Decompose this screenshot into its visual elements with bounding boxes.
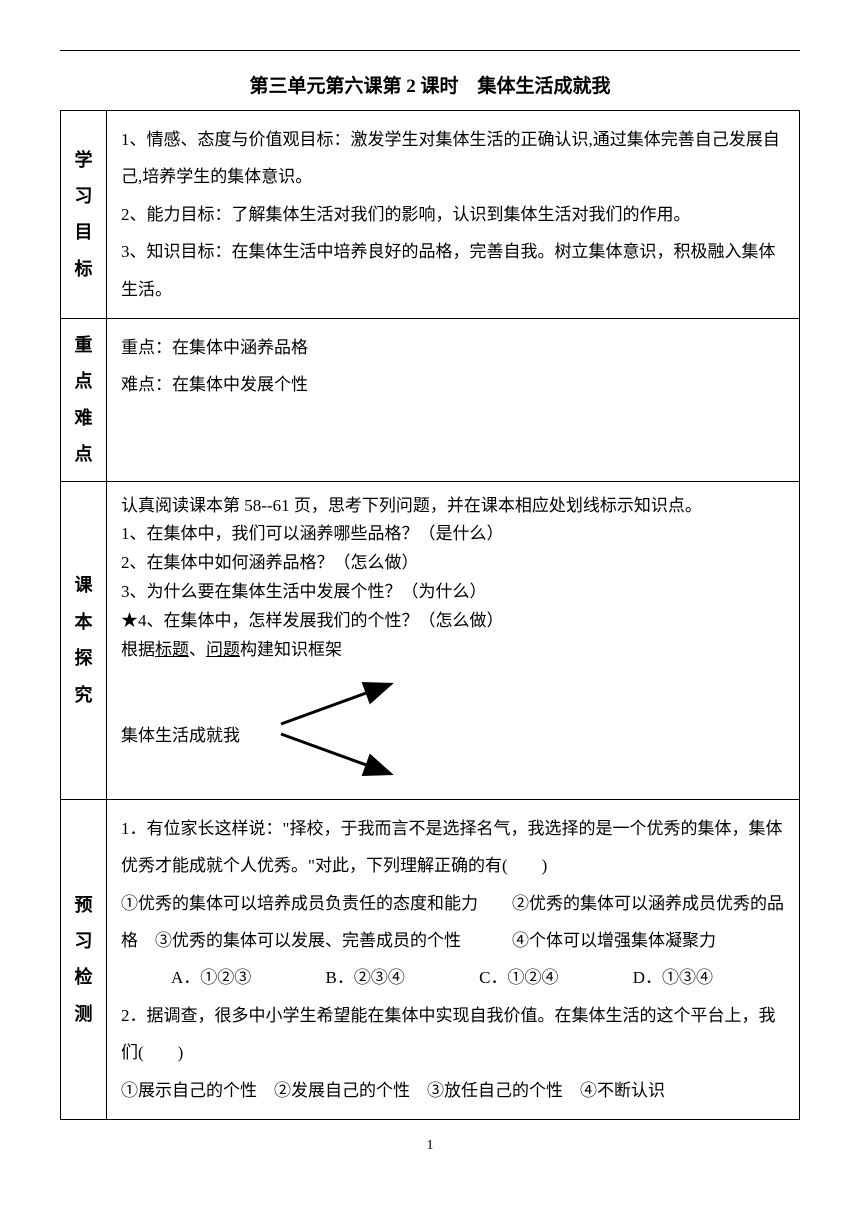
objective-1: 1、情感、态度与价值观目标：激发学生对集体生活的正确认识,通过集体完善自己发展自…	[121, 121, 785, 196]
inquiry-q1: 1、在集体中，我们可以涵养哪些品格？（是什么）	[121, 520, 785, 549]
arrow-down	[281, 734, 391, 774]
keypoint-zhong: 重点：在集体中涵养品格	[121, 329, 785, 366]
quiz-q1-options: A．①②③ B．②③④ C．①②④ D．①③④	[121, 959, 785, 996]
inquiry-q2: 2、在集体中如何涵养品格？（怎么做）	[121, 549, 785, 578]
objectives-label: 学 习 目 标	[65, 142, 102, 288]
objectives-content: 1、情感、态度与价值观目标：激发学生对集体生活的正确认识,通过集体完善自己发展自…	[107, 111, 800, 319]
inquiry-row: 课 本 探 究 认真阅读课本第 58--61 页，思考下列问题，并在课本相应处划…	[61, 481, 800, 799]
quiz-label-cell: 预 习 检 测	[61, 799, 107, 1119]
quiz-content: 1．有位家长这样说："择校，于我而言不是选择名气，我选择的是一个优秀的集体，集体…	[107, 799, 800, 1119]
quiz-row: 预 习 检 测 1．有位家长这样说："择校，于我而言不是选择名气，我选择的是一个…	[61, 799, 800, 1119]
diagram-arrows	[271, 674, 431, 784]
arrow-up	[281, 684, 391, 724]
inquiry-label: 课 本 探 究	[65, 567, 102, 713]
option-a: A．①②③	[171, 959, 251, 996]
inquiry-q4: ★4、在集体中，怎样发展我们的个性？（怎么做）	[121, 607, 785, 636]
inquiry-intro: 认真阅读课本第 58--61 页，思考下列问题，并在课本相应处划线标示知识点。	[121, 492, 785, 521]
objective-2: 2、能力目标：了解集体生活对我们的影响，认识到集体生活对我们的作用。	[121, 196, 785, 233]
quiz-q2-stem: 2．据调查，很多中小学生希望能在集体中实现自我价值。在集体生活的这个平台上，我们…	[121, 997, 785, 1072]
quiz-q2-statements: ①展示自己的个性 ②发展自己的个性 ③放任自己的个性 ④不断认识	[121, 1072, 785, 1109]
worksheet-table: 学 习 目 标 1、情感、态度与价值观目标：激发学生对集体生活的正确认识,通过集…	[60, 110, 800, 1120]
keypoints-label-cell: 重 点 难 点	[61, 318, 107, 481]
page-number: 1	[60, 1138, 800, 1154]
inquiry-frame: 根据标题、问题构建知识框架	[121, 636, 785, 665]
quiz-q1-stem: 1．有位家长这样说："择校，于我而言不是选择名气，我选择的是一个优秀的集体，集体…	[121, 810, 785, 885]
keypoints-row: 重 点 难 点 重点：在集体中涵养品格 难点：在集体中发展个性	[61, 318, 800, 481]
objectives-label-cell: 学 习 目 标	[61, 111, 107, 319]
diagram-root-text: 集体生活成就我	[121, 717, 240, 754]
objective-3: 3、知识目标：在集体生活中培养良好的品格，完善自我。树立集体意识，积极融入集体生…	[121, 233, 785, 308]
inquiry-q3: 3、为什么要在集体生活中发展个性？（为什么）	[121, 578, 785, 607]
keypoint-nan: 难点：在集体中发展个性	[121, 366, 785, 403]
quiz-q1-statements: ①优秀的集体可以培养成员负责任的态度和能力 ②优秀的集体可以涵养成员优秀的品格 …	[121, 885, 785, 960]
option-c: C．①②④	[479, 959, 558, 996]
header-divider	[60, 50, 800, 51]
keypoints-content: 重点：在集体中涵养品格 难点：在集体中发展个性	[107, 318, 800, 481]
objectives-row: 学 习 目 标 1、情感、态度与价值观目标：激发学生对集体生活的正确认识,通过集…	[61, 111, 800, 319]
keypoints-label: 重 点 难 点	[65, 327, 102, 473]
inquiry-content: 认真阅读课本第 58--61 页，思考下列问题，并在课本相应处划线标示知识点。 …	[107, 481, 800, 799]
document-title: 第三单元第六课第 2 课时 集体生活成就我	[60, 71, 800, 98]
option-d: D．①③④	[633, 959, 713, 996]
inquiry-diagram: 集体生活成就我	[121, 669, 785, 789]
inquiry-label-cell: 课 本 探 究	[61, 481, 107, 799]
quiz-label: 预 习 检 测	[65, 887, 102, 1033]
option-b: B．②③④	[326, 959, 405, 996]
